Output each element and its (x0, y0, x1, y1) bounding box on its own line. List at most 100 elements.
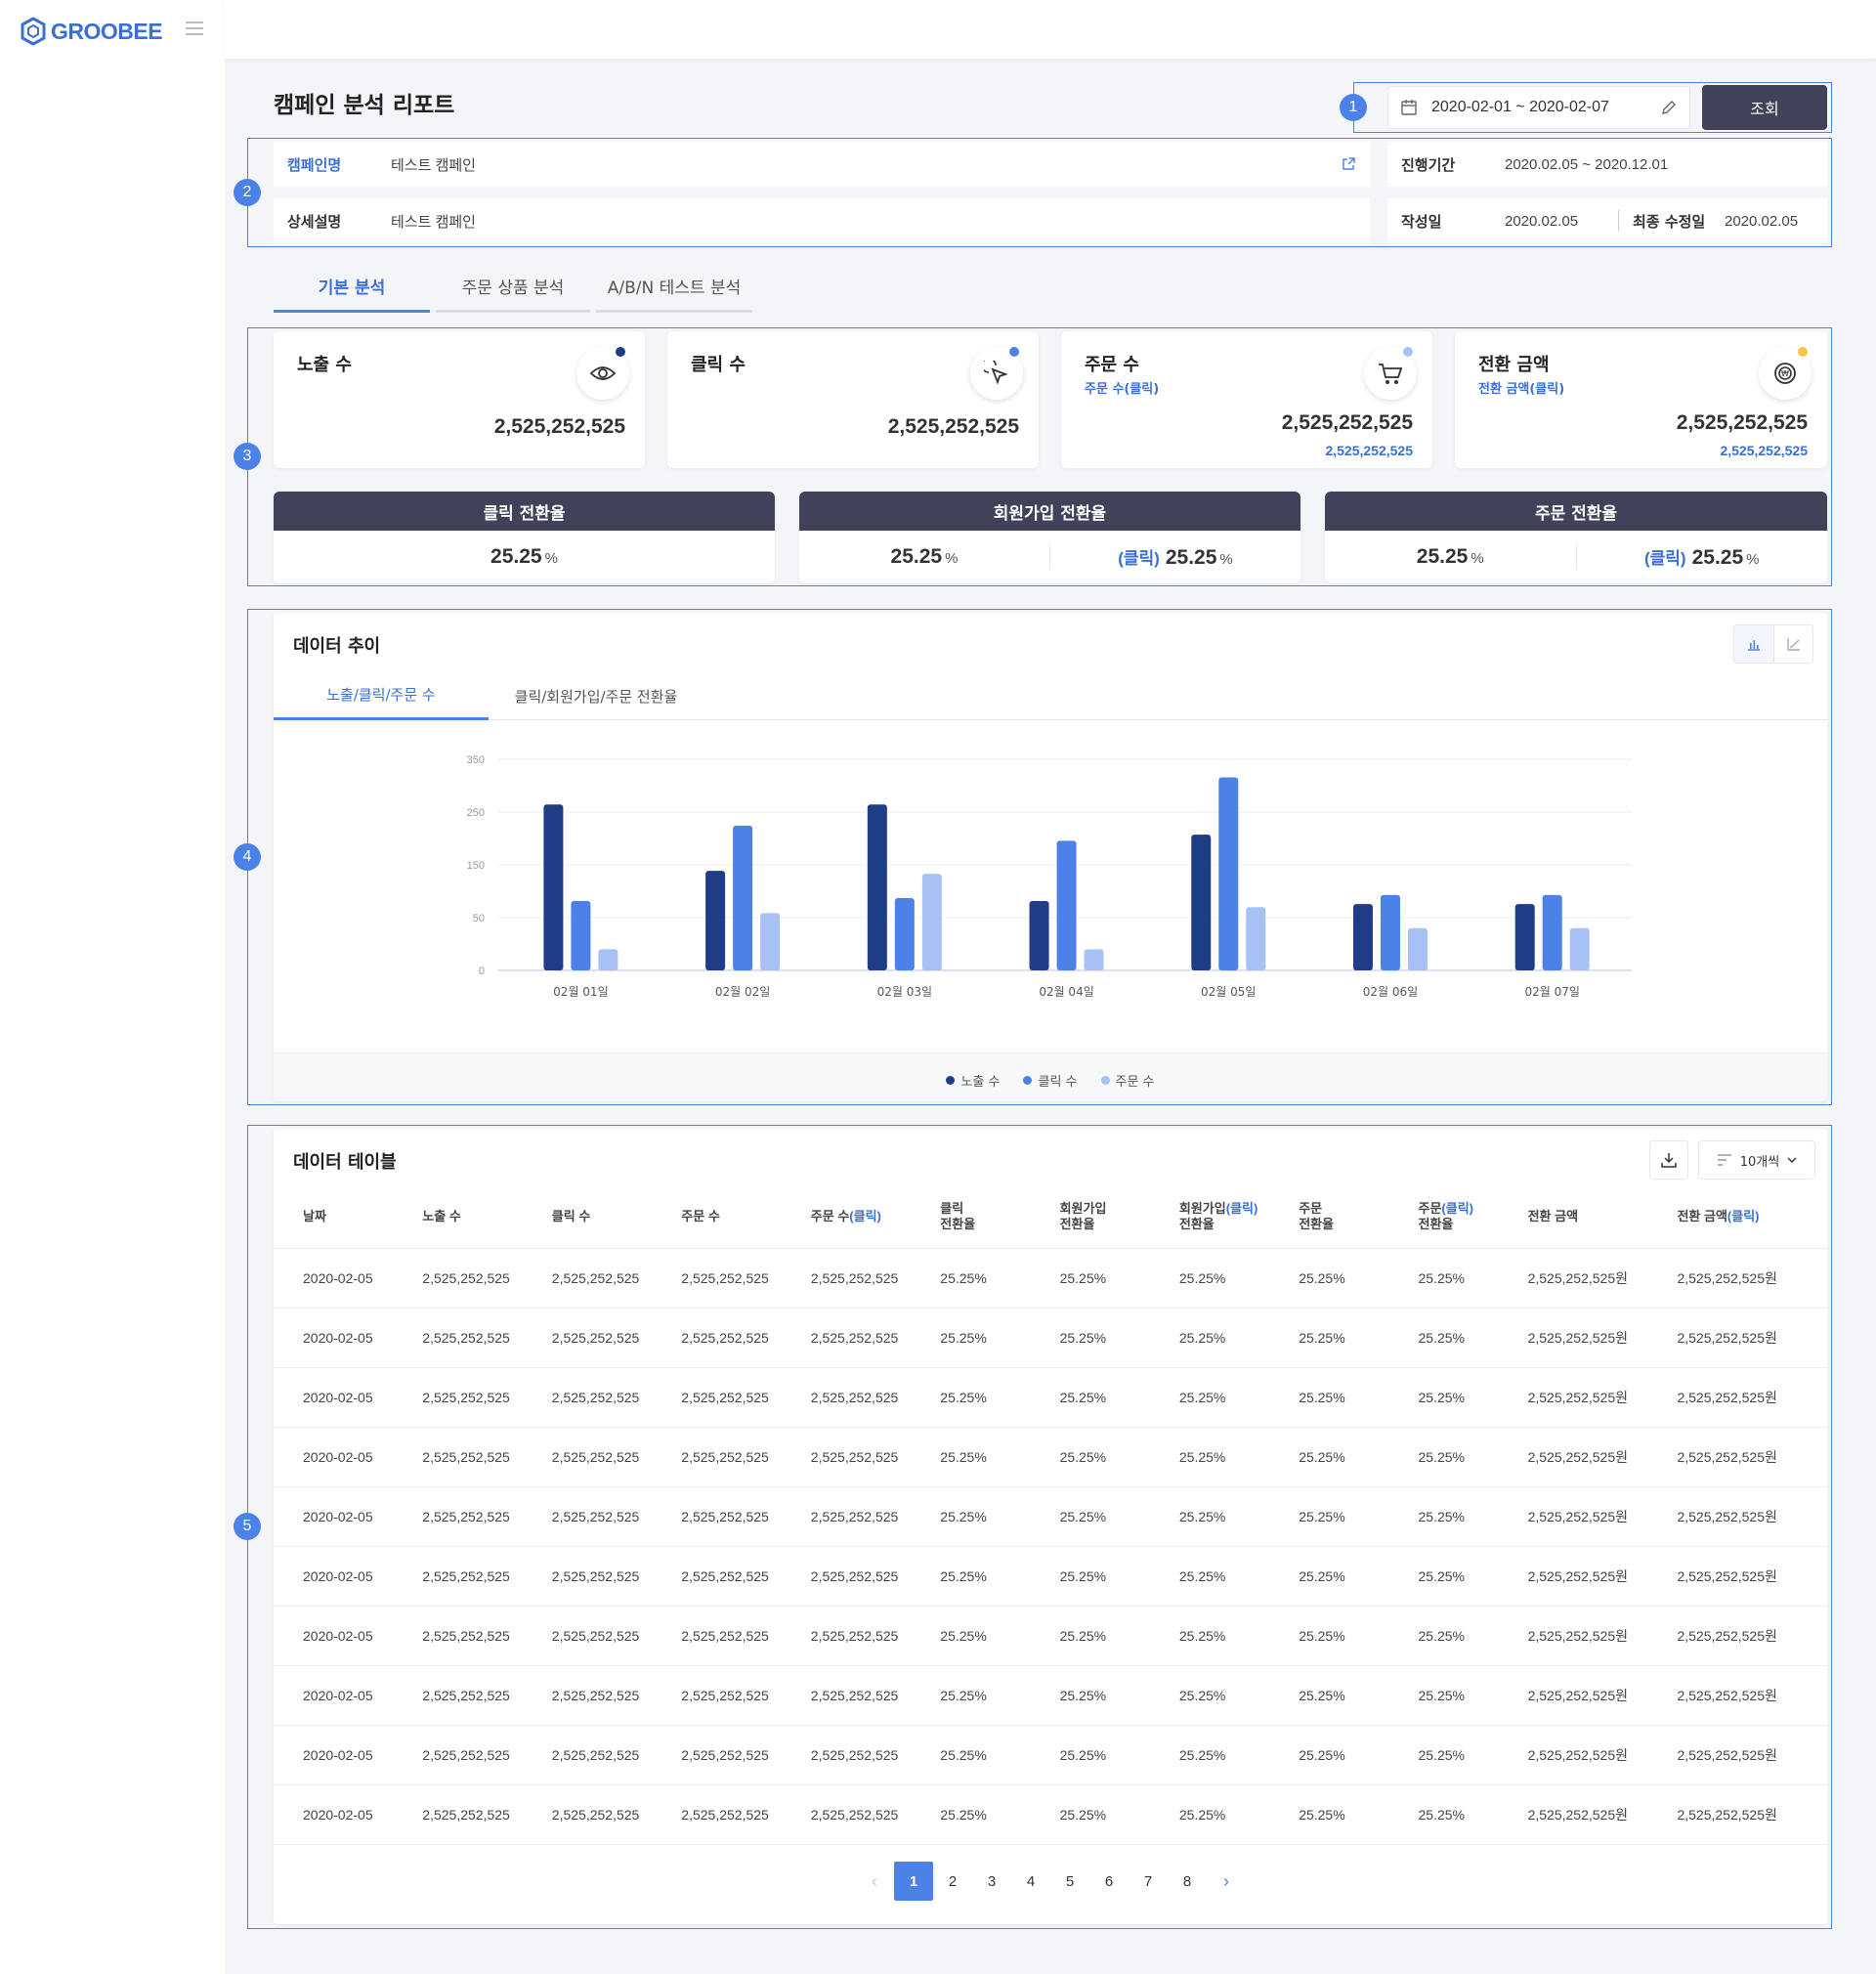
bar-2 (921, 874, 942, 970)
table-cell: 2,525,252,525 (393, 1248, 523, 1309)
page-button-1[interactable]: 1 (894, 1862, 933, 1901)
table-cell: 2,525,252,525 (393, 1606, 523, 1666)
table-cell: 2,525,252,525 (652, 1427, 782, 1487)
logo-icon (21, 17, 46, 46)
page-button-7[interactable]: 7 (1143, 1872, 1153, 1890)
table-cell: 2020-02-05 (274, 1248, 394, 1309)
bar-chart-icon[interactable] (1734, 625, 1773, 663)
header-text-line2: 전환율 (1299, 1216, 1335, 1231)
page-button-3[interactable]: 3 (987, 1872, 997, 1890)
external-link-icon[interactable] (1341, 156, 1356, 172)
conv-value-cell: 25.25% (799, 545, 1049, 569)
x-tick-label: 02월 05일 (1201, 985, 1256, 999)
sort-lines-icon (1717, 1154, 1731, 1166)
header-text-line2: 전환율 (1418, 1216, 1454, 1231)
metric-card-clicks: 클릭 수 2,525,252,525 (667, 331, 1039, 468)
table-cell: 2,525,252,525원 (1647, 1308, 1827, 1368)
chart-tab-rates[interactable]: 클릭/회원가입/주문 전환율 (514, 687, 678, 706)
page-title: 캠페인 분석 리포트 (274, 93, 455, 118)
column-header: 주문 수 (652, 1185, 782, 1249)
legend-item: 클릭 수 (1023, 1071, 1078, 1090)
table-cell: 25.25% (1030, 1725, 1150, 1785)
table-cell: 25.25% (1269, 1606, 1389, 1666)
page-button-2[interactable]: 2 (948, 1872, 958, 1890)
table-cell: 2,525,252,525 (652, 1486, 782, 1547)
conv-unit: % (544, 550, 558, 567)
table-cell: 25.25% (1030, 1486, 1150, 1547)
header-text: 주문 수 (810, 1208, 850, 1223)
download-button[interactable] (1649, 1140, 1688, 1180)
chart-tab-counts[interactable]: 노출/클릭/주문 수 (274, 671, 489, 720)
next-page-button[interactable]: › (1223, 1870, 1229, 1891)
header-text: 노출 수 (422, 1208, 461, 1223)
header-text-line2: 전환율 (1059, 1216, 1095, 1231)
table-cell: 25.25% (1030, 1367, 1150, 1428)
table-cell: 25.25% (1030, 1665, 1150, 1726)
svg-text:₩: ₩ (1781, 369, 1789, 378)
description-value: 테스트 캠페인 (391, 213, 476, 231)
page-button-5[interactable]: 5 (1065, 1872, 1075, 1890)
page-button-4[interactable]: 4 (1026, 1872, 1036, 1890)
tab-abn-test-analysis[interactable]: A/B/N 테스트 분석 (596, 262, 752, 313)
table-cell: 2,525,252,525 (652, 1784, 782, 1845)
table-cell: 2020-02-05 (274, 1367, 394, 1428)
y-tick-label: 0 (479, 966, 485, 977)
table-cell: 2,525,252,525원 (1647, 1784, 1827, 1845)
period-value: 2020.02.05 ~ 2020.12.01 (1505, 155, 1669, 173)
legend-dot (1023, 1076, 1033, 1085)
menu-toggle-icon[interactable] (186, 21, 203, 35)
table-cell: 25.25% (1269, 1308, 1389, 1368)
brand-logo[interactable]: GROOBEE (20, 17, 163, 46)
marker-4: 4 (234, 843, 261, 871)
column-header: 전환 금액 (1498, 1185, 1648, 1249)
modified-value: 2020.02.05 (1725, 212, 1799, 230)
tab-basic-analysis[interactable]: 기본 분석 (274, 262, 430, 313)
metric-card-orders: 주문 수 주문 수(클릭) 2,525,252,525 2,525,252,52… (1061, 331, 1432, 468)
table-cell: 2,525,252,525 (652, 1367, 782, 1428)
page-button-8[interactable]: 8 (1182, 1872, 1192, 1890)
metric-title: 전환 금액 (1478, 355, 1550, 375)
table-cell: 25.25% (1149, 1725, 1270, 1785)
table-cell: 2,525,252,525원 (1647, 1546, 1827, 1607)
prev-page-button[interactable]: ‹ (872, 1870, 877, 1891)
date-range-value: 2020-02-01 ~ 2020-02-07 (1431, 99, 1609, 115)
table-cell: 2,525,252,525 (781, 1427, 912, 1487)
edit-pencil-icon[interactable] (1660, 99, 1678, 116)
table-cell: 25.25% (911, 1784, 1031, 1845)
conv-value: 25.25 (490, 545, 542, 568)
page-size-select[interactable]: 10개씩 (1698, 1140, 1815, 1180)
table-cell: 2,525,252,525원 (1498, 1606, 1648, 1666)
table-cell: 2,525,252,525 (522, 1784, 653, 1845)
line-chart-icon[interactable] (1773, 625, 1812, 663)
table-cell: 25.25% (1388, 1308, 1499, 1368)
legend-dot (946, 1076, 956, 1085)
click-conversion-box: 클릭 전환율 25.25% (274, 492, 775, 583)
table-cell: 25.25% (1269, 1427, 1389, 1487)
bar-2 (1246, 907, 1266, 970)
table-cell: 25.25% (1388, 1784, 1499, 1845)
query-button[interactable]: 조회 (1702, 85, 1827, 130)
bar-2 (1407, 927, 1428, 970)
download-icon (1661, 1153, 1677, 1168)
table-cell: 25.25% (911, 1367, 1031, 1428)
legend-item: 주문 수 (1100, 1071, 1155, 1090)
tab-order-product-analysis[interactable]: 주문 상품 분석 (436, 262, 590, 313)
page-button-6[interactable]: 6 (1104, 1872, 1114, 1890)
header-text: 날짜 (303, 1208, 326, 1223)
table-cell: 2,525,252,525 (522, 1308, 653, 1368)
bar-1 (571, 901, 591, 970)
table-cell: 2,525,252,525원 (1647, 1665, 1827, 1726)
header-text: 전환 금액 (1677, 1208, 1727, 1223)
date-range-picker[interactable]: 2020-02-01 ~ 2020-02-07 (1387, 86, 1690, 129)
table-cell: 25.25% (1388, 1367, 1499, 1428)
table-cell: 25.25% (1269, 1725, 1389, 1785)
table-cell: 25.25% (1269, 1486, 1389, 1547)
bar-chart: 350 250 150 50 0 02월 01일 02월 02일 02월 03일 02월 04일… (467, 754, 1632, 999)
column-header: 노출 수 (393, 1185, 523, 1249)
header-click-tag: (클릭) (1727, 1208, 1760, 1223)
x-tick-label: 02월 07일 (1524, 985, 1579, 999)
bar-1 (1218, 777, 1239, 970)
table-cell: 25.25% (1149, 1367, 1270, 1428)
column-header: 주문 전환율 (1269, 1185, 1389, 1249)
campaign-name-label: 캠페인명 (287, 155, 342, 174)
